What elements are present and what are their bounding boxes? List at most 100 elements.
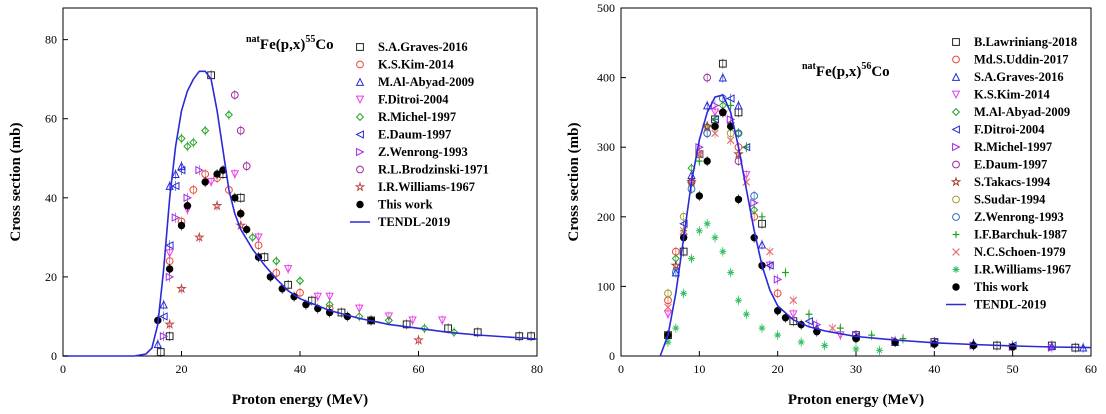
data-point-n-c-schoen-1979 xyxy=(711,129,719,138)
data-point-r-michel-1997 xyxy=(355,312,364,321)
legend-marker-k-s-kim-2014 xyxy=(951,90,961,100)
y-tick-label: 0 xyxy=(609,349,615,363)
data-point-e-daum-1997 xyxy=(171,181,180,191)
data-point-i-r-williams-1967 xyxy=(852,345,860,353)
data-point-z-wenrong-1993 xyxy=(159,332,169,341)
legend-marker-e-daum-1997 xyxy=(355,130,364,139)
data-point-i-r-williams-1967 xyxy=(711,234,719,242)
data-point-k-s-kim-2014 xyxy=(789,310,798,319)
data-point-s-a-graves-2016 xyxy=(757,240,767,249)
y-axis-label-right: Cross section (mb) xyxy=(566,123,582,242)
legend-label-f-ditroi-2004: F.Ditroi-2004 xyxy=(378,93,449,107)
data-point-s-a-graves-2016 xyxy=(702,100,712,110)
data-point-this-work xyxy=(695,192,704,200)
data-point-z-wenrong-1993 xyxy=(183,193,192,203)
data-point-n-c-schoen-1979 xyxy=(766,247,774,256)
x-tick-label: 20 xyxy=(772,362,784,376)
legend-label-f-ditroi-2004: F.Ditroi-2004 xyxy=(974,123,1045,137)
data-point-r-michel-1997 xyxy=(183,142,192,151)
legend-marker-r-michel-1997 xyxy=(952,142,961,152)
data-point-r-l-brodzinski-1971 xyxy=(230,91,239,99)
legend-right: B.Lawriniang-2018 Md.S.Uddin-2017 S.A.Grav… xyxy=(946,35,1077,312)
data-point-this-work xyxy=(719,108,727,117)
data-point-i-r-williams-1967 xyxy=(727,269,735,276)
data-point-i-r-williams-1967 xyxy=(719,248,727,255)
legend-label-z-wenrong-1993: Z.Wenrong-1993 xyxy=(974,210,1064,224)
data-point-this-work xyxy=(183,202,192,210)
legend-marker-b-lawriniang-2018 xyxy=(952,38,960,46)
data-point-m-al-abyad-2009 xyxy=(153,339,163,349)
data-point-r-michel-1997 xyxy=(726,115,736,124)
legend-label-e-daum-1997: E.Daum-1997 xyxy=(378,128,451,142)
data-point-f-ditroi-2004 xyxy=(804,316,813,326)
data-point-r-michel-1997 xyxy=(189,138,198,147)
chart-title-right: natFe(p,x)56Co xyxy=(802,61,890,80)
legend-marker-r-l-brodzinski-1971 xyxy=(356,165,364,174)
chart-right: 0 10 20 30 40 50 60 0 100 200 300 400 500 Proton ene… xyxy=(566,1,1097,408)
data-point-f-ditroi-2004 xyxy=(206,178,216,187)
data-point-i-r-williams-1967 xyxy=(876,347,883,354)
data-point-this-work xyxy=(734,195,743,204)
data-point-this-work xyxy=(711,122,719,131)
data-point-e-daum-1997 xyxy=(159,312,168,321)
series-line-tendl-2019 xyxy=(659,94,1092,357)
data-point-i-r-williams-1967 xyxy=(742,310,750,318)
legend-marker-e-daum-1997 xyxy=(952,160,960,169)
data-point-r-michel-1997 xyxy=(750,198,759,208)
legend-label-z-wenrong-1993: Z.Wenrong-1993 xyxy=(378,145,468,159)
data-point-i-r-williams-1967 xyxy=(664,338,672,346)
legend-marker-f-ditroi-2004 xyxy=(355,95,365,105)
data-point-r-michel-1997 xyxy=(224,110,234,119)
x-tick-label: 40 xyxy=(928,362,940,376)
legend-marker-m-al-abyad-2009 xyxy=(355,77,365,86)
data-point-i-r-williams-1967 xyxy=(235,219,247,231)
data-point-f-ditroi-2004 xyxy=(325,292,334,302)
data-point-i-r-williams-1967 xyxy=(758,324,766,332)
data-point-k-s-kim-2014 xyxy=(296,288,304,297)
legend-marker-m-al-abyad-2009 xyxy=(951,107,961,117)
legend-label-r-l-brodzinski-1971: R.L.Brodzinski-1971 xyxy=(378,163,489,177)
data-point-i-r-williams-1967 xyxy=(821,342,829,349)
legend-marker-z-wenrong-1993 xyxy=(952,213,960,221)
data-point-s-takacs-1994 xyxy=(733,148,744,159)
data-point-r-l-brodzinski-1971 xyxy=(236,126,245,135)
data-point-f-ditroi-2004 xyxy=(408,316,417,325)
legend-label-b-lawriniang-2018: B.Lawriniang-2018 xyxy=(974,35,1077,49)
ticks-right: 0 10 20 30 40 50 60 0 100 200 300 400 500 xyxy=(597,1,1097,376)
legend-marker-s-takacs-1994 xyxy=(950,176,962,187)
legend-label-n-c-schoen-1979: N.C.Schoen-1979 xyxy=(974,245,1066,259)
y-tick-label: 300 xyxy=(597,140,615,154)
data-point-e-daum-1997 xyxy=(165,241,174,250)
legend-label-i-r-williams-1967: I.R.Williams-1967 xyxy=(974,263,1071,277)
legend-marker-f-ditroi-2004 xyxy=(951,125,960,134)
data-point-r-l-brodzinski-1971 xyxy=(242,162,251,171)
series-line-tendl-2019 xyxy=(63,70,538,357)
y-tick-label: 40 xyxy=(45,191,57,205)
legend-label-m-al-abyad-2009: M.Al-Abyad-2009 xyxy=(974,105,1070,119)
data-point-i-r-williams-1967 xyxy=(688,255,695,262)
data-point-r-michel-1997 xyxy=(420,324,429,333)
data-point-r-michel-1997 xyxy=(695,142,704,152)
data-point-z-wenrong-1993 xyxy=(750,192,759,200)
data-point-md-s-uddin-2017 xyxy=(773,289,782,298)
legend-label-tendl-2019: TENDL-2019 xyxy=(974,298,1046,312)
x-tick-label: 60 xyxy=(413,362,425,376)
data-point-this-work xyxy=(773,307,782,315)
legend-label-k-s-kim-2014: K.S.Kim-2014 xyxy=(974,88,1050,102)
legend-marker-r-michel-1997 xyxy=(355,112,365,122)
legend-label-k-s-kim-2014: K.S.Kim-2014 xyxy=(378,58,454,72)
x-tick-label: 80 xyxy=(531,362,543,376)
data-point-i-f-barchuk-1987 xyxy=(758,213,766,221)
legend-label-s-a-graves-2016: S.A.Graves-2016 xyxy=(378,40,468,54)
legend-label-e-daum-1997: E.Daum-1997 xyxy=(974,158,1047,172)
data-point-z-wenrong-1993 xyxy=(703,129,712,138)
data-point-m-al-abyad-2009 xyxy=(159,300,168,309)
data-point-m-al-abyad-2009 xyxy=(750,205,759,214)
data-point-i-r-williams-1967 xyxy=(735,296,742,304)
data-point-f-ditroi-2004 xyxy=(254,233,263,242)
legend-left: S.A.Graves-2016 K.S.Kim-2014 M.Al-Abyad-20… xyxy=(350,40,489,229)
data-point-f-ditroi-2004 xyxy=(230,170,240,179)
data-point-i-r-williams-1967 xyxy=(164,318,176,329)
legend-label-tendl-2019: TENDL-2019 xyxy=(378,215,450,229)
